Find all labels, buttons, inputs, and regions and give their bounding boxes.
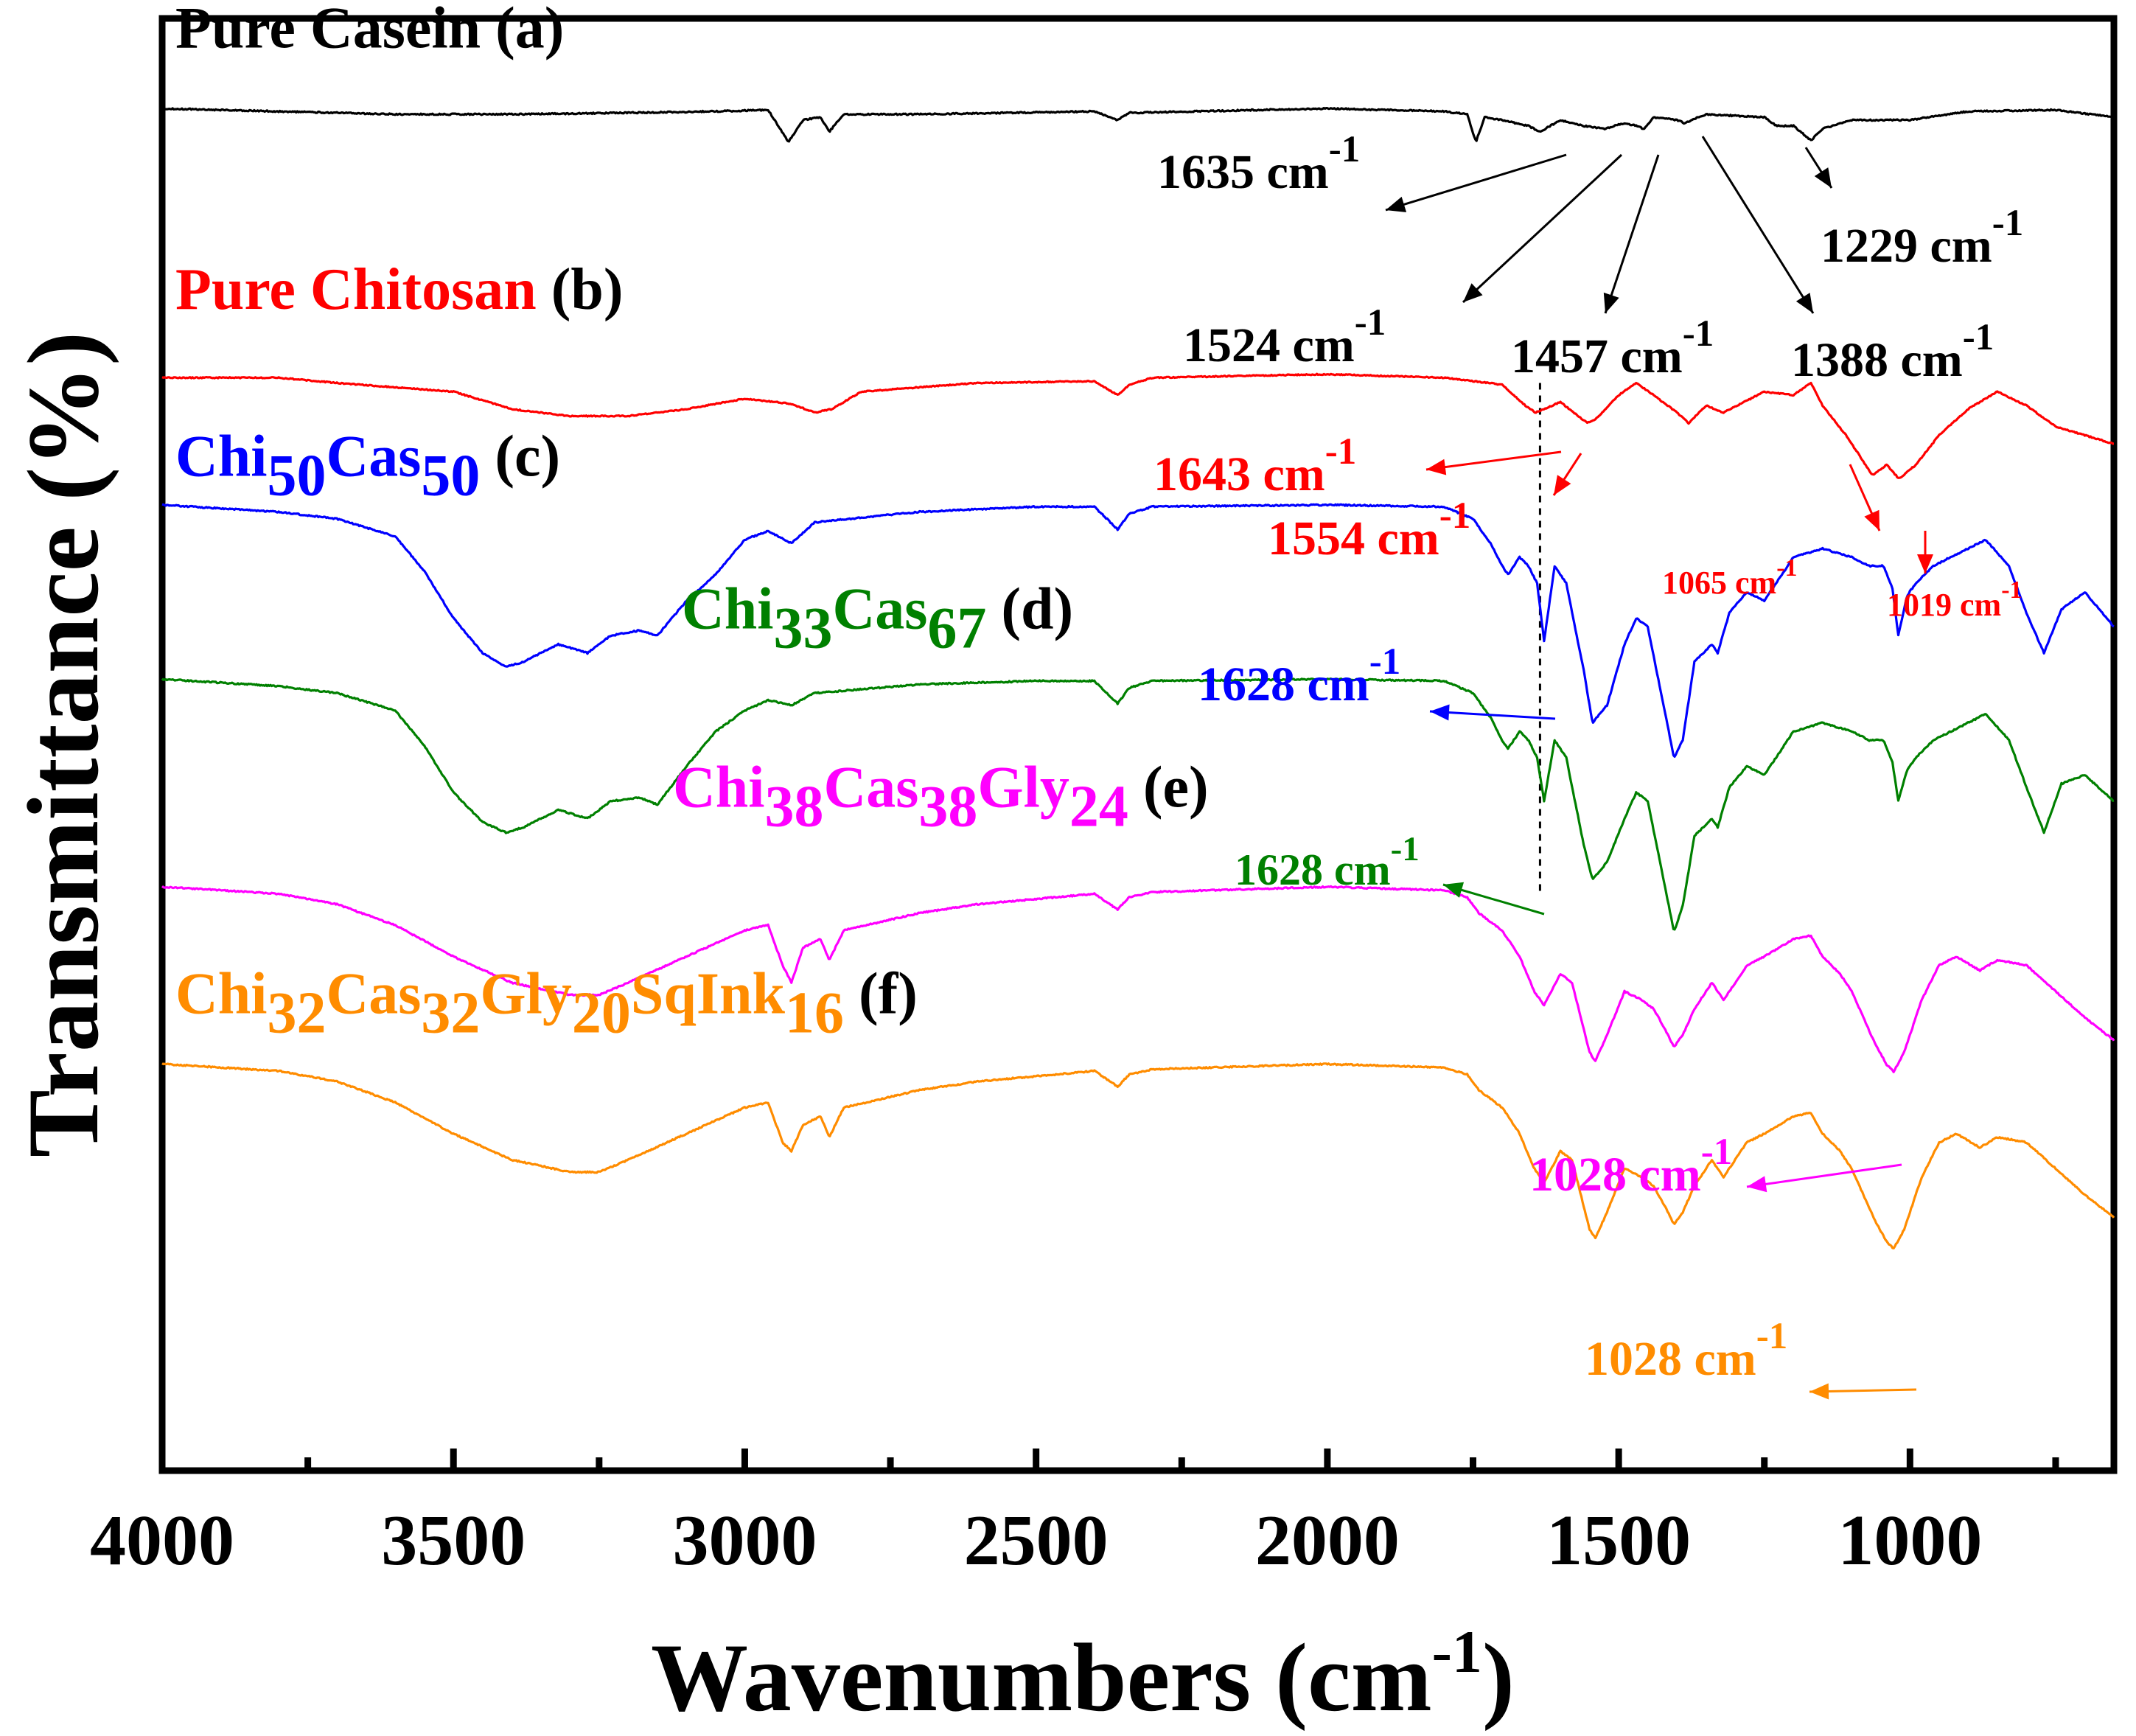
annotation-arrow-line	[1746, 1163, 1902, 1188]
series-label-b: Pure Chitosan (b)	[175, 257, 623, 322]
annotation-arrow-line	[1385, 153, 1567, 212]
series-line-e	[161, 885, 2115, 1073]
annotation-arrow-head	[1463, 283, 1483, 302]
peak-annotation-label: 1065 cm-1	[1662, 554, 1798, 601]
peak-annotation-label: 1019 cm-1	[1887, 576, 2022, 623]
x-axis-ticks	[158, 1449, 2059, 1471]
peak-annotation-label: 1524 cm-1	[1183, 302, 1386, 372]
series-label-a: Pure Casein (a)	[175, 0, 564, 60]
annotation-arrow-line	[1701, 136, 1815, 314]
x-axis-title-text: Wavenumbers (cm	[651, 1623, 1432, 1732]
plot-frame	[158, 15, 2118, 1474]
annotation-arrow-line	[1429, 710, 1556, 720]
x-tick-label: 1000	[1837, 1501, 1982, 1580]
annotation-arrow-line	[1604, 154, 1660, 314]
series-label-c: Chi50Cas50 (c)	[175, 425, 560, 509]
annotation-arrow-head	[1430, 704, 1450, 721]
annotation-arrow-head	[1426, 459, 1447, 475]
x-axis-title-superscript: -1	[1432, 1618, 1482, 1685]
x-tick-label: 2000	[1255, 1501, 1400, 1580]
x-axis-title-close: )	[1482, 1623, 1515, 1732]
annotation-arrow-head	[1795, 293, 1813, 313]
annotation-arrow-line	[1425, 450, 1562, 471]
x-tick-label: 1500	[1546, 1501, 1691, 1580]
annotation-arrow-head	[1747, 1176, 1767, 1193]
series-line-d	[161, 677, 2115, 931]
annotation-text-layer: 1635 cm-1 1524 cm-1 1457 cm-1 1388 cm-1 1229…	[1153, 129, 2023, 1386]
x-axis-title: Wavenumbers (cm-1)	[651, 1618, 1515, 1732]
peak-annotation-label: 1635 cm-1	[1157, 129, 1360, 199]
peak-annotation-label: 1628 cm-1	[1198, 641, 1400, 711]
x-tick-label: 4000	[90, 1501, 234, 1580]
series-line-f	[161, 1062, 2115, 1249]
annotation-arrow-line	[1462, 153, 1623, 304]
annotation-arrow-head	[1386, 196, 1407, 212]
series-line-c	[161, 503, 2115, 758]
peak-annotation-label: 1388 cm-1	[1791, 317, 1994, 387]
series-label-d: Chi33Cas67 (d)	[682, 576, 1073, 660]
x-axis-tick-labels: 4000 3500 3000 2500 2000 1500 1000	[90, 1501, 1982, 1580]
peak-annotation-label: 1457 cm-1	[1511, 313, 1714, 383]
annotation-arrow-head	[1554, 475, 1571, 495]
peak-annotation-label: 1028 cm-1	[1585, 1316, 1787, 1386]
peak-annotation-label: 1028 cm-1	[1529, 1132, 1732, 1202]
y-axis-title: Transmittance (%)	[7, 332, 119, 1157]
x-tick-label: 2500	[964, 1501, 1109, 1580]
x-tick-label: 3000	[672, 1501, 817, 1580]
series-line-b	[161, 372, 2114, 479]
annotation-arrow-head	[1864, 509, 1880, 531]
peak-annotation-label: 1229 cm-1	[1821, 203, 2023, 273]
annotation-arrow-head	[1917, 554, 1933, 574]
peak-annotation-label: 1643 cm-1	[1153, 431, 1356, 501]
annotation-arrow-head	[1814, 167, 1832, 188]
series-label-e: Chi38Cas38Gly24 (e)	[673, 756, 1209, 840]
annotation-arrow-layer	[1385, 136, 1933, 1400]
series-layer	[161, 106, 2115, 1249]
annotation-arrow-head	[1443, 882, 1465, 898]
x-tick-label: 3500	[381, 1501, 526, 1580]
series-line-a	[161, 106, 2115, 143]
peak-annotation-label: 1554 cm-1	[1268, 495, 1470, 565]
series-label-f: Chi32Cas32Gly20SqInk16 (f)	[175, 961, 918, 1045]
series-label-layer: Pure Casein (a) Pure Chitosan (b) Chi50Cas…	[175, 0, 1209, 1045]
peak-annotation-label: 1628 cm-1	[1235, 830, 1420, 894]
annotation-arrow-head	[1809, 1383, 1829, 1400]
annotation-arrow-head	[1603, 292, 1619, 313]
